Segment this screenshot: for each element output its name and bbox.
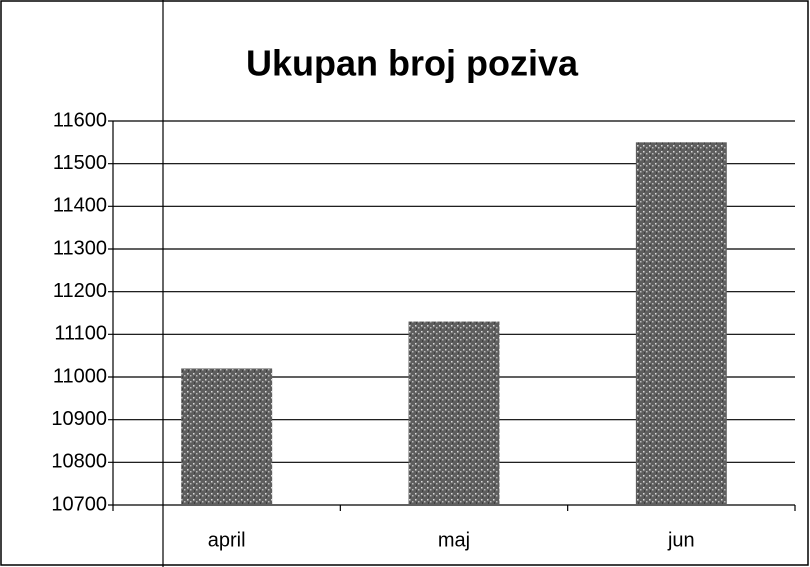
x-tick-label: april <box>208 529 246 551</box>
y-tick-label: 11500 <box>53 152 107 174</box>
y-tick-label: 10800 <box>51 451 107 473</box>
y-tick-label: 11600 <box>53 109 107 131</box>
y-tick-label: 11100 <box>54 323 107 345</box>
y-tick-label: 11200 <box>53 280 107 302</box>
x-tick-label: maj <box>438 529 470 551</box>
y-tick-label: 11000 <box>53 365 107 387</box>
bar-texture <box>181 368 273 505</box>
bar-texture <box>635 142 727 506</box>
x-tick-label: jun <box>667 529 695 551</box>
y-tick-label: 10700 <box>51 493 107 515</box>
y-tick-label: 11400 <box>53 195 107 217</box>
bar-texture <box>408 321 500 505</box>
y-tick-label: 11300 <box>53 237 107 259</box>
y-tick-label: 10900 <box>51 408 107 430</box>
chart-title: Ukupan broj poziva <box>246 43 579 84</box>
